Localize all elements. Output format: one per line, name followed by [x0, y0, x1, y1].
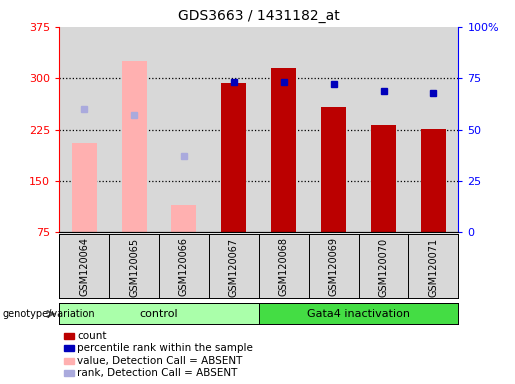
Text: percentile rank within the sample: percentile rank within the sample [77, 343, 253, 353]
Bar [221, 83, 246, 232]
Bar [59, 27, 109, 232]
Text: genotype/variation: genotype/variation [3, 309, 95, 319]
Bar [209, 27, 259, 232]
Title: GDS3663 / 1431182_at: GDS3663 / 1431182_at [178, 9, 340, 23]
Bar [171, 205, 196, 232]
Bar [159, 27, 209, 232]
Text: GSM120064: GSM120064 [79, 237, 89, 296]
Text: GSM120070: GSM120070 [379, 237, 388, 296]
Bar [259, 27, 308, 232]
Text: GSM120071: GSM120071 [428, 237, 438, 296]
Text: rank, Detection Call = ABSENT: rank, Detection Call = ABSENT [77, 368, 237, 378]
FancyBboxPatch shape [59, 303, 259, 324]
Bar [122, 61, 147, 232]
Bar [421, 129, 446, 232]
Bar [408, 27, 458, 232]
Bar [371, 125, 396, 232]
Bar [72, 143, 97, 232]
Bar [358, 27, 408, 232]
Text: value, Detection Call = ABSENT: value, Detection Call = ABSENT [77, 356, 243, 366]
Bar [321, 107, 346, 232]
Bar [308, 27, 358, 232]
Text: GSM120066: GSM120066 [179, 237, 189, 296]
Bar [109, 27, 159, 232]
Text: count: count [77, 331, 107, 341]
Text: GSM120065: GSM120065 [129, 237, 139, 296]
Text: GSM120069: GSM120069 [329, 237, 339, 296]
Text: GSM120068: GSM120068 [279, 237, 289, 296]
Text: GSM120067: GSM120067 [229, 237, 239, 296]
Text: Gata4 inactivation: Gata4 inactivation [307, 309, 410, 319]
FancyBboxPatch shape [259, 303, 458, 324]
Bar [271, 68, 296, 232]
Text: control: control [140, 309, 178, 319]
